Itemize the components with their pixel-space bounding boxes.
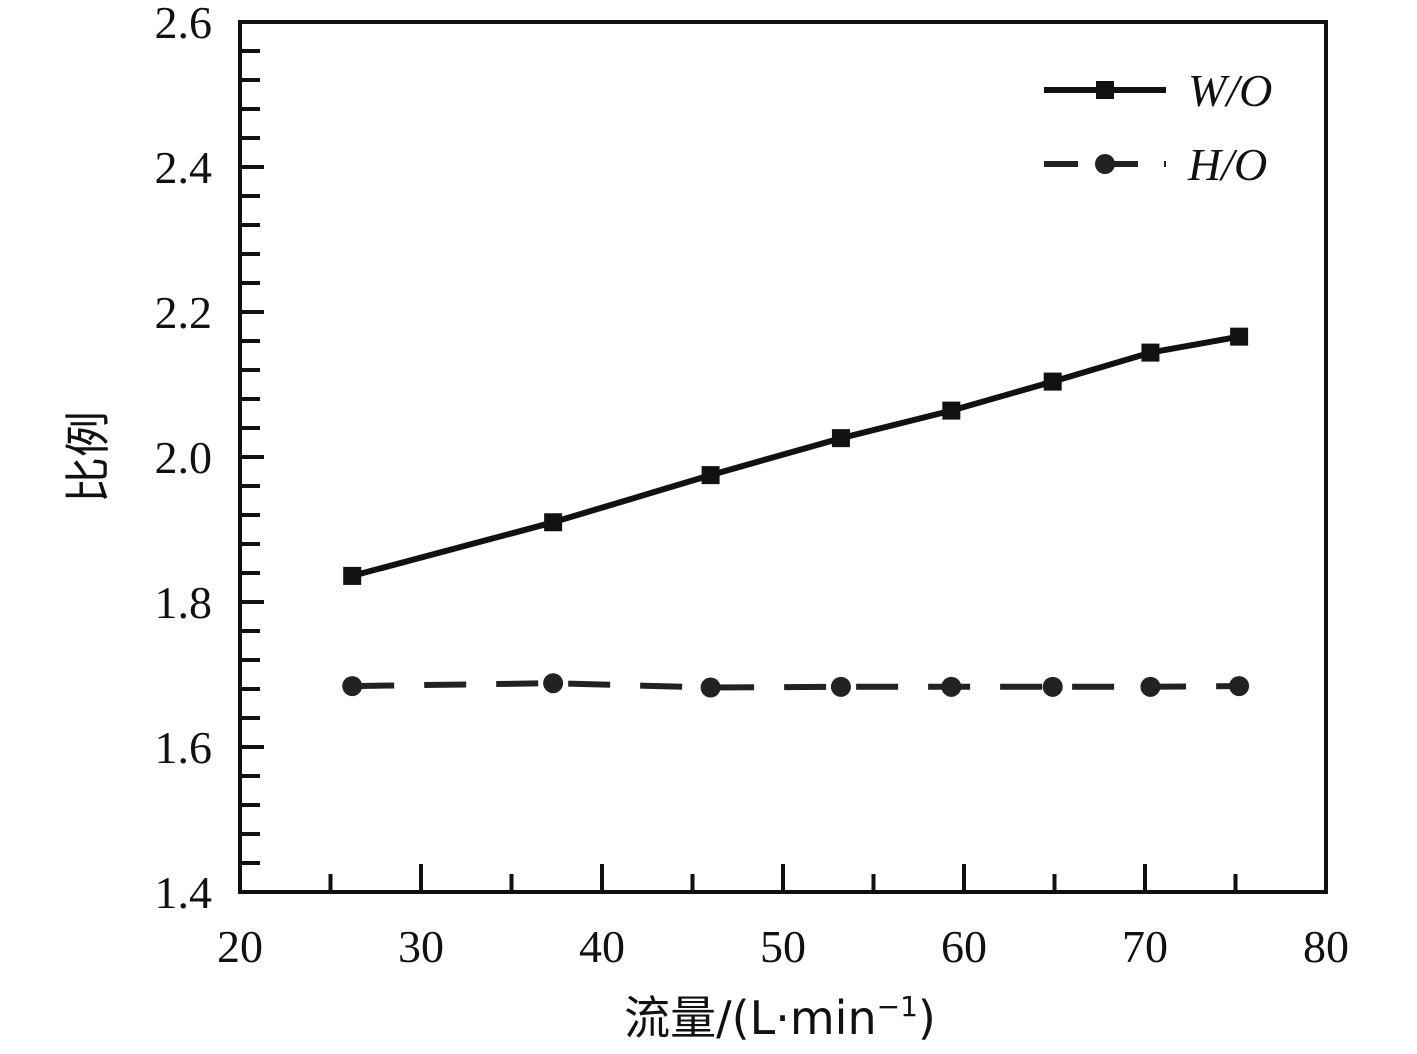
y-tick-label: 2.4 xyxy=(155,142,213,193)
data-point xyxy=(1230,327,1249,346)
x-axis-title-close: ) xyxy=(918,991,936,1045)
x-tick-label: 40 xyxy=(579,921,625,972)
data-point xyxy=(942,401,961,420)
data-point xyxy=(831,429,850,448)
x-tick-label: 80 xyxy=(1303,921,1349,972)
legend-marker xyxy=(1095,154,1115,174)
legend: W/O H/O xyxy=(1044,65,1272,190)
series-line xyxy=(352,680,1240,691)
x-axis-title-main: 流量/(L·min xyxy=(624,991,876,1045)
series-layer xyxy=(342,327,1250,698)
y-tick-label: 2.0 xyxy=(155,432,213,483)
x-tick-label: 70 xyxy=(1122,921,1168,972)
data-point xyxy=(701,466,720,485)
data-point xyxy=(941,676,962,697)
y-axis-title: 比例 xyxy=(61,411,115,503)
data-point xyxy=(342,676,363,697)
x-axis: 20 30 40 50 60 70 80 xyxy=(217,864,1349,972)
x-axis-title-superscript: −1 xyxy=(877,990,918,1023)
legend-item: W/O xyxy=(1044,65,1272,116)
x-tick-label: 30 xyxy=(398,921,444,972)
legend-item: H/O xyxy=(1044,139,1267,190)
y-tick-label: 1.8 xyxy=(155,577,213,628)
y-tick-label: 1.6 xyxy=(155,722,213,773)
y-axis: 1.4 1.6 1.8 2.0 2.2 2.4 2.6 xyxy=(155,0,264,918)
data-point xyxy=(700,677,721,698)
series-h-o xyxy=(342,673,1250,698)
y-tick-label: 2.6 xyxy=(155,0,213,48)
x-axis-title: 流量/(L·min−1) xyxy=(624,990,936,1045)
y-tick-label: 2.2 xyxy=(155,287,213,338)
x-tick-label: 60 xyxy=(941,921,987,972)
data-point xyxy=(343,566,362,585)
x-tick-label: 20 xyxy=(217,921,263,972)
series-w-o xyxy=(343,327,1249,585)
data-point xyxy=(1229,676,1250,697)
data-point xyxy=(830,676,851,697)
legend-label: H/O xyxy=(1187,139,1267,190)
data-point xyxy=(1042,676,1063,697)
y-tick-label: 1.4 xyxy=(155,867,213,918)
legend-marker xyxy=(1096,81,1114,99)
data-point xyxy=(543,673,564,694)
data-point xyxy=(1141,343,1160,362)
x-tick-label: 50 xyxy=(760,921,806,972)
data-point xyxy=(1140,676,1161,697)
series-line xyxy=(351,333,1240,579)
data-point xyxy=(1043,372,1062,391)
legend-label: W/O xyxy=(1188,65,1272,116)
data-point xyxy=(544,513,563,532)
